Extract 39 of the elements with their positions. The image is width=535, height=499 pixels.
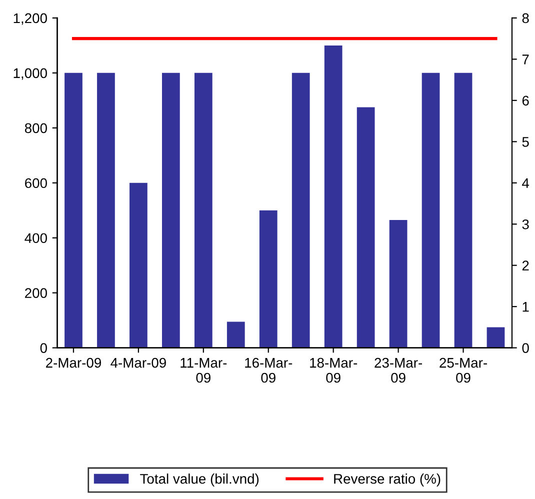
y-tick-label: 1,200 <box>14 13 47 25</box>
y2-tick-label: 0 <box>522 343 529 353</box>
y2-tick-label: 6 <box>522 96 529 106</box>
bar <box>226 322 245 348</box>
bar <box>389 220 408 348</box>
bar <box>194 72 212 348</box>
y2-tick-label: 2 <box>522 260 529 270</box>
y2-tick-label: 3 <box>522 219 529 230</box>
y2-tick-label: 4 <box>522 178 530 188</box>
bar <box>324 45 342 348</box>
y-tick-label: 400 <box>24 233 47 244</box>
bar <box>454 72 472 348</box>
x-tick-label: 2-Mar-09 <box>46 358 101 368</box>
y2-tick-label: 1 <box>522 302 529 312</box>
x-tick-label: 18-Mar-09 <box>310 358 358 383</box>
x-tick-label: 16-Mar-09 <box>245 358 292 383</box>
x-tick-label: 4-Mar-09 <box>110 358 166 368</box>
bar <box>97 72 115 348</box>
bar <box>162 72 180 348</box>
bar <box>259 210 278 348</box>
bar <box>130 182 148 348</box>
y2-tick-label: 8 <box>522 13 529 24</box>
bar <box>422 72 440 348</box>
y-tick-label: 1,000 <box>14 68 47 80</box>
bar <box>292 72 310 348</box>
bar <box>486 327 505 348</box>
y-tick-label: 800 <box>24 123 47 134</box>
y2-tick-label: 5 <box>522 137 529 147</box>
x-tick-label: 11-Mar-09 <box>180 358 227 383</box>
x-tick-label: 23-Mar-09 <box>374 358 422 383</box>
y-tick-label: 600 <box>25 178 47 188</box>
y2-tick-label: 7 <box>522 54 529 64</box>
x-tick-label: 25-Mar-09 <box>440 358 487 383</box>
y-tick-label: 200 <box>25 288 47 298</box>
bar <box>356 107 375 348</box>
bar <box>64 72 82 348</box>
legend-label: Reverse ratio (%) <box>334 474 440 486</box>
legend-label: Total value (bil.vnd) <box>140 474 259 486</box>
y-tick-label: 0 <box>40 343 47 353</box>
